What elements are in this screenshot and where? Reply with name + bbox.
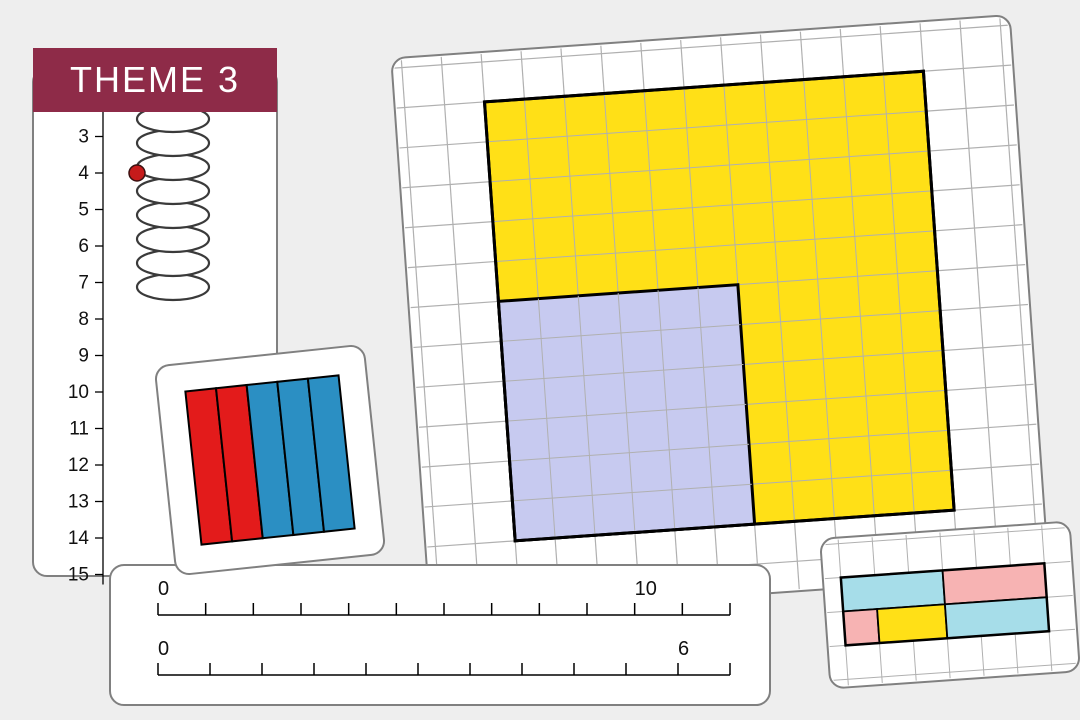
numberline-label: 6: [678, 638, 689, 660]
ruler-label: 4: [78, 163, 89, 184]
numberline-label: 0: [158, 638, 169, 660]
ruler-label: 12: [68, 455, 89, 476]
ruler-label: 3: [78, 127, 89, 148]
numberline-label: 0: [158, 578, 169, 600]
ruler-label: 14: [68, 528, 90, 549]
numberlines-card: 0 10 0 6: [110, 565, 770, 705]
spring-bead: [129, 165, 145, 181]
numberlines-card-bg: [110, 565, 770, 705]
ruler-label: 13: [68, 492, 89, 513]
ruler-label: 6: [78, 236, 89, 257]
numberline-label: 10: [635, 578, 657, 600]
small-grid-cell: [877, 604, 947, 643]
ruler-label: 10: [68, 382, 89, 403]
ruler-label: 15: [68, 565, 89, 586]
theme-badge: THEME 3: [33, 48, 277, 112]
ruler-label: 5: [78, 200, 89, 221]
ruler-label: 11: [69, 419, 89, 440]
ruler-label: 7: [78, 273, 89, 294]
ruler-label: 8: [78, 309, 89, 330]
bars-card: [155, 345, 386, 576]
theme-badge-label: THEME 3: [70, 59, 240, 100]
ruler-label: 9: [78, 346, 89, 367]
small-grid-cell: [843, 609, 879, 645]
